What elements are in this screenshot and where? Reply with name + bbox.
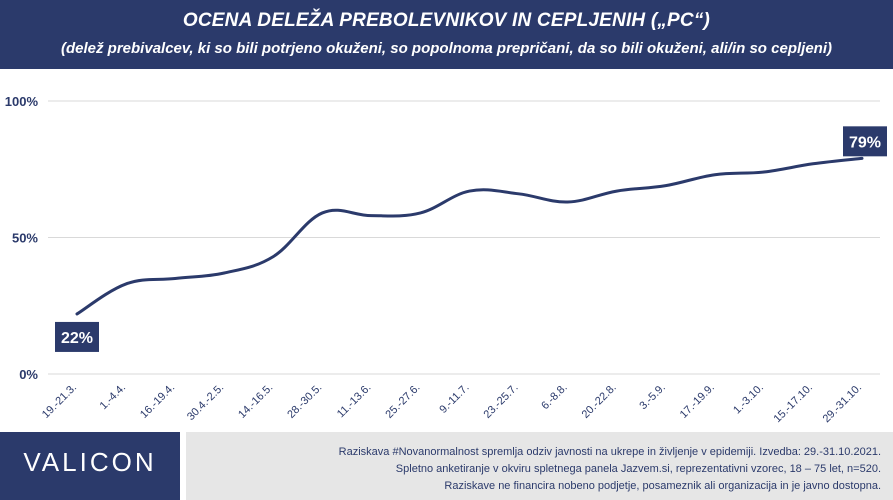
x-tick-label: 1.-3.10.	[731, 382, 766, 417]
chart-title: OCENA DELEŽA PREBOLEVNIKOV IN CEPLJENIH …	[182, 10, 711, 31]
x-tick-label: 30.4.-2.5.	[185, 382, 226, 423]
series-line	[75, 156, 864, 316]
footer-line-3: Raziskave ne financira nobeno podjetje, …	[444, 480, 881, 492]
line-chart: 0% 50% 100% 19.-21.3. 1.-4.4. 16.-19.4. 30.4.…	[5, 94, 887, 426]
footer-line-2: Spletno anketiranje v okviru spletnega p…	[395, 463, 881, 475]
x-tick-label: 15.-17.10.	[772, 382, 816, 426]
data-label-text: 22%	[61, 330, 93, 347]
x-tick-label: 14.-16.5.	[236, 382, 275, 421]
x-tick-label: 6.-8.8.	[539, 382, 570, 413]
data-label-box	[843, 126, 887, 157]
data-label-box	[55, 321, 99, 352]
x-tick-label: 17.-19.9.	[678, 382, 717, 421]
y-axis-ticks: 0% 50% 100%	[5, 94, 39, 382]
x-axis-ticks: 19.-21.3. 1.-4.4. 16.-19.4. 30.4.-2.5. 14.-1…	[40, 382, 864, 426]
x-tick-label: 11.-13.6.	[335, 382, 374, 421]
x-tick-label: 1.-4.4.	[98, 382, 129, 413]
data-label: 79%	[843, 126, 887, 157]
footer-line-1: Raziskava #Novanormalnost spremlja odziv…	[338, 446, 881, 458]
x-tick-label: 29.-31.10.	[821, 382, 865, 426]
chart-header: OCENA DELEŽA PREBOLEVNIKOV IN CEPLJENIH …	[0, 0, 893, 69]
y-tick-label: 0%	[19, 367, 38, 382]
footer-notes	[186, 432, 893, 500]
x-tick-label: 16.-19.4.	[138, 382, 177, 421]
valicon-logo: VALICON	[23, 447, 157, 477]
x-tick-label: 28.-30.5.	[285, 382, 324, 421]
x-tick-label: 20.-22.8.	[580, 382, 619, 421]
x-tick-label: 23.-25.7.	[481, 382, 520, 421]
chart-subtitle: (delež prebivalcev, ki so bili potrjeno …	[61, 40, 832, 57]
grid-lines	[48, 100, 880, 375]
logo-background	[0, 432, 180, 500]
y-tick-label: 50%	[12, 231, 38, 246]
data-label: 22%	[55, 321, 99, 352]
x-tick-label: 25.-27.6.	[383, 382, 422, 421]
x-tick-label: 19.-21.3.	[40, 382, 79, 421]
data-labels: 22% 79%	[55, 126, 887, 352]
x-tick-label: 3.-5.9.	[637, 382, 668, 413]
data-label-text: 79%	[849, 134, 881, 151]
x-tick-label: 9.-11.7.	[437, 382, 471, 416]
y-tick-label: 100%	[5, 94, 39, 109]
